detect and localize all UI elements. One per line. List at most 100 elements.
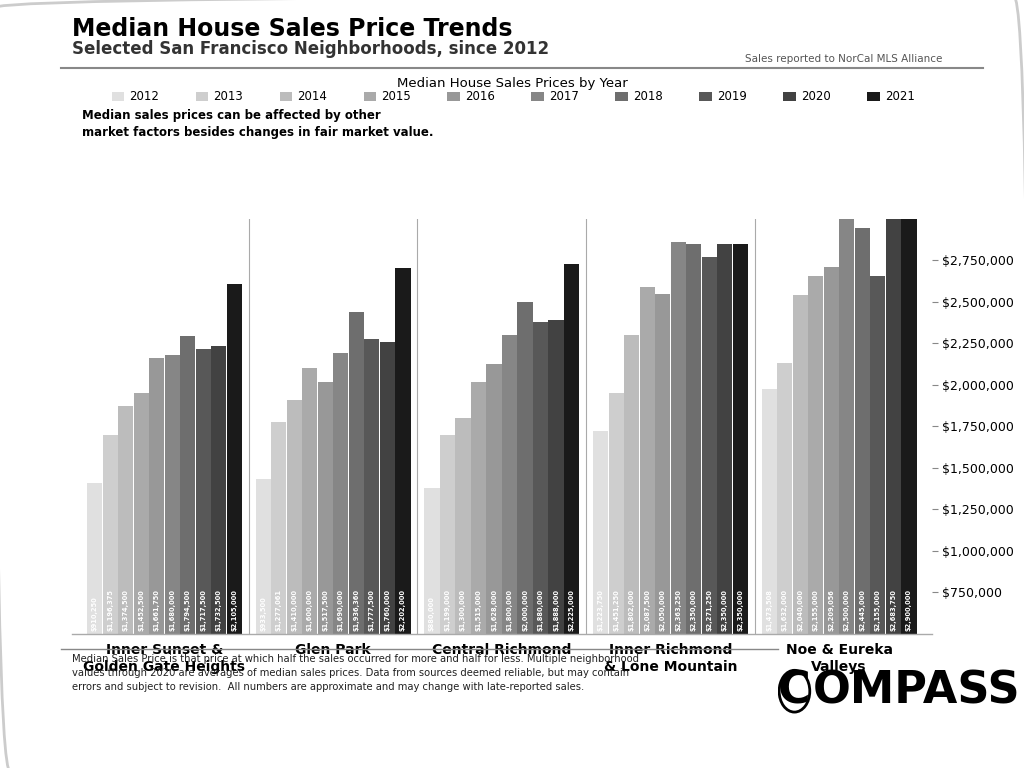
Text: 2014: 2014: [297, 91, 327, 103]
Bar: [762, 389, 777, 634]
Text: $2,350,000: $2,350,000: [691, 589, 696, 631]
Bar: [87, 482, 102, 634]
Bar: [564, 264, 580, 634]
Text: $2,000,000: $2,000,000: [522, 589, 528, 631]
Text: $2,350,000: $2,350,000: [737, 589, 743, 631]
Bar: [855, 228, 870, 634]
Text: 2013: 2013: [213, 91, 243, 103]
Text: $880,000: $880,000: [429, 596, 435, 631]
Text: $1,300,000: $1,300,000: [460, 589, 466, 631]
Bar: [196, 349, 211, 634]
Bar: [287, 399, 302, 634]
Text: OMPASS: OMPASS: [813, 670, 1021, 713]
Text: $2,500,000: $2,500,000: [844, 589, 850, 631]
Text: Selected San Francisco Neighborhoods, since 2012: Selected San Francisco Neighborhoods, si…: [72, 40, 549, 58]
Text: $1,732,500: $1,732,500: [216, 589, 222, 631]
Text: $2,271,250: $2,271,250: [707, 589, 713, 631]
Bar: [840, 219, 854, 634]
Text: $1,802,000: $1,802,000: [629, 589, 635, 631]
Bar: [271, 422, 287, 634]
Bar: [655, 293, 671, 634]
Bar: [717, 243, 732, 634]
Bar: [395, 268, 411, 634]
Text: C: C: [778, 670, 811, 713]
Text: $1,760,000: $1,760,000: [384, 589, 390, 631]
Text: $1,223,750: $1,223,750: [598, 589, 603, 631]
Bar: [133, 392, 148, 634]
Bar: [118, 406, 133, 634]
Text: $1,794,500: $1,794,500: [184, 589, 190, 631]
Text: $2,445,000: $2,445,000: [859, 589, 865, 631]
Bar: [593, 431, 608, 634]
Text: $2,105,000: $2,105,000: [231, 589, 238, 631]
Text: $1,517,500: $1,517,500: [323, 589, 329, 631]
Text: $1,277,061: $1,277,061: [275, 589, 282, 631]
Bar: [701, 257, 717, 634]
Text: 2021: 2021: [885, 91, 914, 103]
Text: $2,155,000: $2,155,000: [874, 589, 881, 631]
Bar: [777, 362, 793, 634]
Bar: [808, 276, 823, 634]
Text: $1,451,250: $1,451,250: [613, 589, 620, 631]
Text: $1,196,375: $1,196,375: [108, 589, 113, 631]
Text: $1,374,500: $1,374,500: [123, 589, 129, 631]
Text: $2,202,000: $2,202,000: [400, 589, 406, 631]
Text: $1,680,000: $1,680,000: [169, 589, 175, 631]
Bar: [671, 242, 686, 634]
Text: $2,040,000: $2,040,000: [798, 589, 803, 631]
Bar: [333, 353, 348, 634]
Text: $1,199,000: $1,199,000: [444, 589, 451, 631]
Bar: [317, 382, 333, 634]
Bar: [624, 335, 639, 634]
Bar: [549, 320, 563, 634]
Bar: [870, 276, 886, 634]
Text: $1,452,500: $1,452,500: [138, 589, 144, 631]
Text: Median Sales Price is that price at which half the sales occurred for more and h: Median Sales Price is that price at whic…: [72, 654, 639, 692]
Text: $1,800,000: $1,800,000: [507, 589, 513, 631]
Text: 2015: 2015: [381, 91, 411, 103]
Bar: [640, 287, 654, 634]
Text: $910,250: $910,250: [91, 597, 97, 631]
Text: $2,087,500: $2,087,500: [644, 589, 650, 631]
Bar: [349, 313, 364, 634]
Text: $2,209,056: $2,209,056: [828, 589, 835, 631]
Text: Sales reported to NorCal MLS Alliance: Sales reported to NorCal MLS Alliance: [744, 54, 942, 64]
Bar: [686, 243, 701, 634]
Text: $1,515,000: $1,515,000: [475, 589, 481, 631]
Text: 2017: 2017: [549, 91, 579, 103]
Bar: [486, 363, 502, 634]
Text: Median House Sales Prices by Year: Median House Sales Prices by Year: [396, 77, 628, 90]
Text: $2,155,000: $2,155,000: [813, 589, 819, 631]
Text: Median House Sales Price Trends: Median House Sales Price Trends: [72, 17, 512, 41]
Bar: [532, 322, 548, 634]
Text: $1,690,000: $1,690,000: [338, 589, 344, 631]
Bar: [440, 435, 455, 634]
Text: $2,225,000: $2,225,000: [568, 589, 574, 631]
Text: $2,363,250: $2,363,250: [675, 589, 681, 631]
Bar: [793, 295, 808, 634]
Bar: [608, 393, 624, 634]
Bar: [471, 382, 486, 634]
Text: $2,350,000: $2,350,000: [722, 589, 728, 631]
Bar: [732, 243, 748, 634]
Bar: [517, 302, 532, 634]
Text: $2,050,000: $2,050,000: [659, 589, 666, 631]
Bar: [380, 342, 395, 634]
Text: $1,410,000: $1,410,000: [291, 589, 297, 631]
Bar: [165, 355, 180, 634]
Bar: [456, 418, 471, 634]
Text: 2019: 2019: [717, 91, 746, 103]
Text: $933,500: $933,500: [260, 597, 266, 631]
Text: $1,936,360: $1,936,360: [353, 589, 359, 631]
Text: $1,632,000: $1,632,000: [781, 589, 787, 631]
Bar: [180, 336, 196, 634]
Text: $1,600,000: $1,600,000: [307, 589, 312, 631]
Bar: [211, 346, 226, 634]
Text: $1,473,508: $1,473,508: [766, 589, 772, 631]
Bar: [226, 284, 242, 634]
Text: $2,683,750: $2,683,750: [891, 589, 896, 631]
Text: $1,880,000: $1,880,000: [538, 589, 544, 631]
Text: $1,717,500: $1,717,500: [201, 589, 206, 631]
Bar: [365, 339, 380, 634]
Bar: [150, 358, 164, 634]
